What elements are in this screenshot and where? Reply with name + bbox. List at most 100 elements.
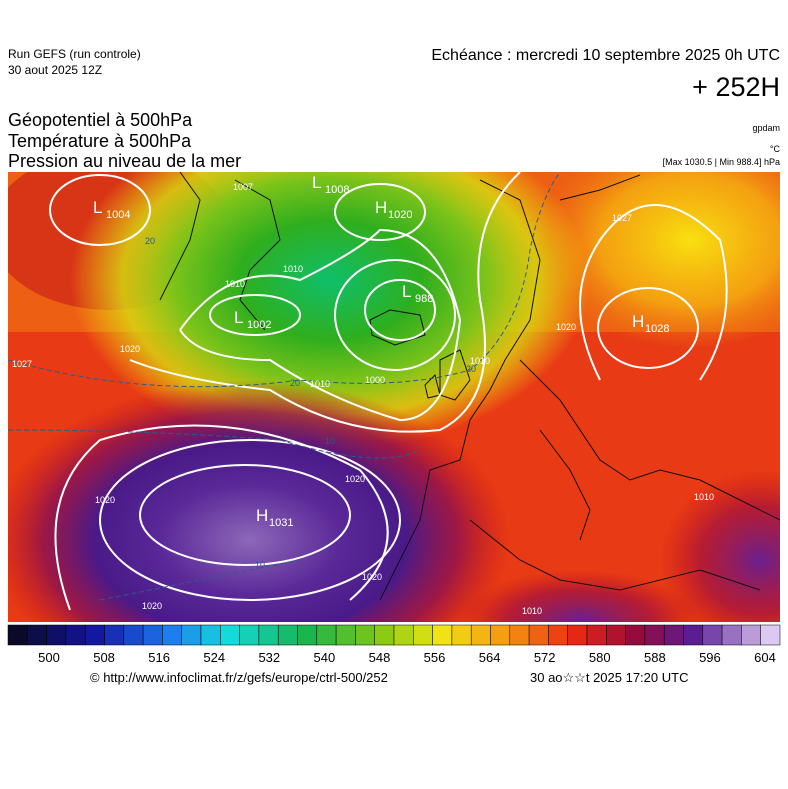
colorbar-cell	[586, 624, 607, 646]
pressure-center-letter: L	[93, 198, 102, 217]
colorbar-cell	[104, 624, 125, 646]
colorbar-cell	[316, 624, 337, 646]
pressure-center-letter: H	[256, 506, 268, 525]
unit: gpdam	[752, 123, 780, 133]
colorbar-cell	[393, 624, 414, 646]
colorbar: 500 508 516 524 532 540 548 556 564 572 580 588 596 6…	[7, 624, 781, 665]
isobar-label: 1010	[522, 606, 542, 616]
isobar-label: 1010	[225, 279, 245, 289]
isotherm-label: 10	[255, 560, 265, 570]
colorbar-tick-label: 532	[258, 650, 280, 665]
isobar-label: 1010	[283, 264, 303, 274]
colorbar-tick-label: 604	[754, 650, 776, 665]
source-url: © http://www.infoclimat.fr/z/gefs/europe…	[90, 670, 388, 685]
colorbar-cell	[46, 624, 67, 646]
isobar-label: 1020	[345, 474, 365, 484]
colorbar-cell	[644, 624, 665, 646]
field: Pression au niveau de la mer	[8, 151, 241, 171]
colorbar-tick-label: 524	[203, 650, 225, 665]
colorbar-cell	[683, 624, 704, 646]
colorbar-cell	[567, 624, 588, 646]
isobar-label: 1020	[362, 572, 382, 582]
colorbar-cell	[7, 624, 28, 646]
colorbar-cell	[721, 624, 742, 646]
colorbar-cell	[355, 624, 375, 646]
colorbar-cell	[123, 624, 144, 646]
pressure-center-letter: L	[312, 173, 321, 192]
colorbar-cell	[663, 624, 684, 646]
colorbar-cell	[606, 624, 626, 646]
pressure-center-value: 988	[415, 293, 433, 305]
colorbar-tick-label: 540	[314, 650, 336, 665]
isobars	[49, 172, 728, 611]
colorbar-cell	[548, 624, 568, 646]
lead-time: + 252H	[692, 72, 780, 102]
colorbar-tick-label: 556	[424, 650, 446, 665]
isotherm-label: 20	[290, 378, 300, 388]
isobar-label: 1027	[612, 213, 632, 223]
colorbar-cell	[374, 624, 395, 646]
colorbar-cell	[741, 624, 761, 646]
isobar-label: 1010	[694, 492, 714, 502]
colorbar-cell	[490, 624, 511, 646]
colorbar-cell	[27, 624, 47, 646]
colorbar-tick-label: 588	[644, 650, 666, 665]
isobar-label: 1020	[120, 344, 140, 354]
field: Géopotentiel à 500hPa	[8, 110, 193, 130]
valid-time: Echéance : mercredi 10 septembre 2025 0h…	[431, 47, 780, 64]
isobar-label: 1010	[310, 379, 330, 389]
colorbar-cell	[432, 624, 453, 646]
colorbar-tick-label: 500	[38, 650, 60, 665]
colorbar-cell	[65, 624, 86, 646]
colorbar-tick-label: 508	[93, 650, 115, 665]
unit: °C	[770, 144, 781, 154]
colorbar-cell	[470, 624, 491, 646]
colorbar-cell	[142, 624, 163, 646]
isobar-label: 1027	[12, 359, 32, 369]
colorbar-cell	[509, 624, 530, 646]
colorbar-tick-label: 580	[589, 650, 611, 665]
isobar-label: 1010	[470, 356, 490, 366]
pressure-center-value: 1031	[269, 517, 293, 529]
pressure-center-value: 1028	[645, 323, 669, 335]
colorbar-cell	[760, 624, 781, 646]
colorbar-cell	[181, 624, 202, 646]
isotherm-label: 20	[145, 236, 155, 246]
colorbar-cell	[451, 624, 472, 646]
generated-time: 30 ao☆☆t 2025 17:20 UTC	[530, 670, 688, 685]
colorbar-cell	[239, 624, 260, 646]
colorbar-cell	[84, 624, 105, 646]
isobar-label: 1000	[365, 375, 385, 385]
colorbar-cell	[413, 624, 433, 646]
coastlines	[159, 172, 780, 601]
header: Run GEFS (run controle) 30 aout 2025 12Z…	[8, 47, 780, 171]
pressure-center-value: 1008	[325, 184, 349, 196]
colorbar-cell	[297, 624, 318, 646]
colorbar-tick-label: 564	[479, 650, 501, 665]
colorbar-cell	[335, 624, 356, 646]
pressure-center-value: 1002	[247, 319, 271, 331]
isobar-label: 1020	[95, 495, 115, 505]
colorbar-cell	[162, 624, 182, 646]
unit: [Max 1030.5 | Min 988.4] hPa	[663, 157, 780, 167]
isotherm-label: 10	[325, 436, 335, 446]
isobar-label: 1020	[142, 601, 162, 611]
colorbar-tick-label: 596	[699, 650, 721, 665]
colorbar-cell	[277, 624, 298, 646]
field: Température à 500hPa	[8, 131, 192, 151]
colorbar-cell	[258, 624, 279, 646]
colorbar-cell	[220, 624, 240, 646]
isotherm-label: 20	[466, 364, 476, 374]
colorbar-cell	[200, 624, 221, 646]
pressure-center-letter: H	[375, 198, 387, 217]
pressure-center-value: 1020	[388, 209, 412, 221]
colorbar-tick-label: 572	[534, 650, 556, 665]
isotherms	[8, 172, 561, 601]
pressure-center-value: 1004	[106, 209, 130, 221]
colorbar-cell	[528, 624, 549, 646]
colorbar-cell	[625, 624, 646, 646]
pressure-center-letter: H	[632, 312, 644, 331]
isobar-label: 1007	[233, 182, 253, 192]
